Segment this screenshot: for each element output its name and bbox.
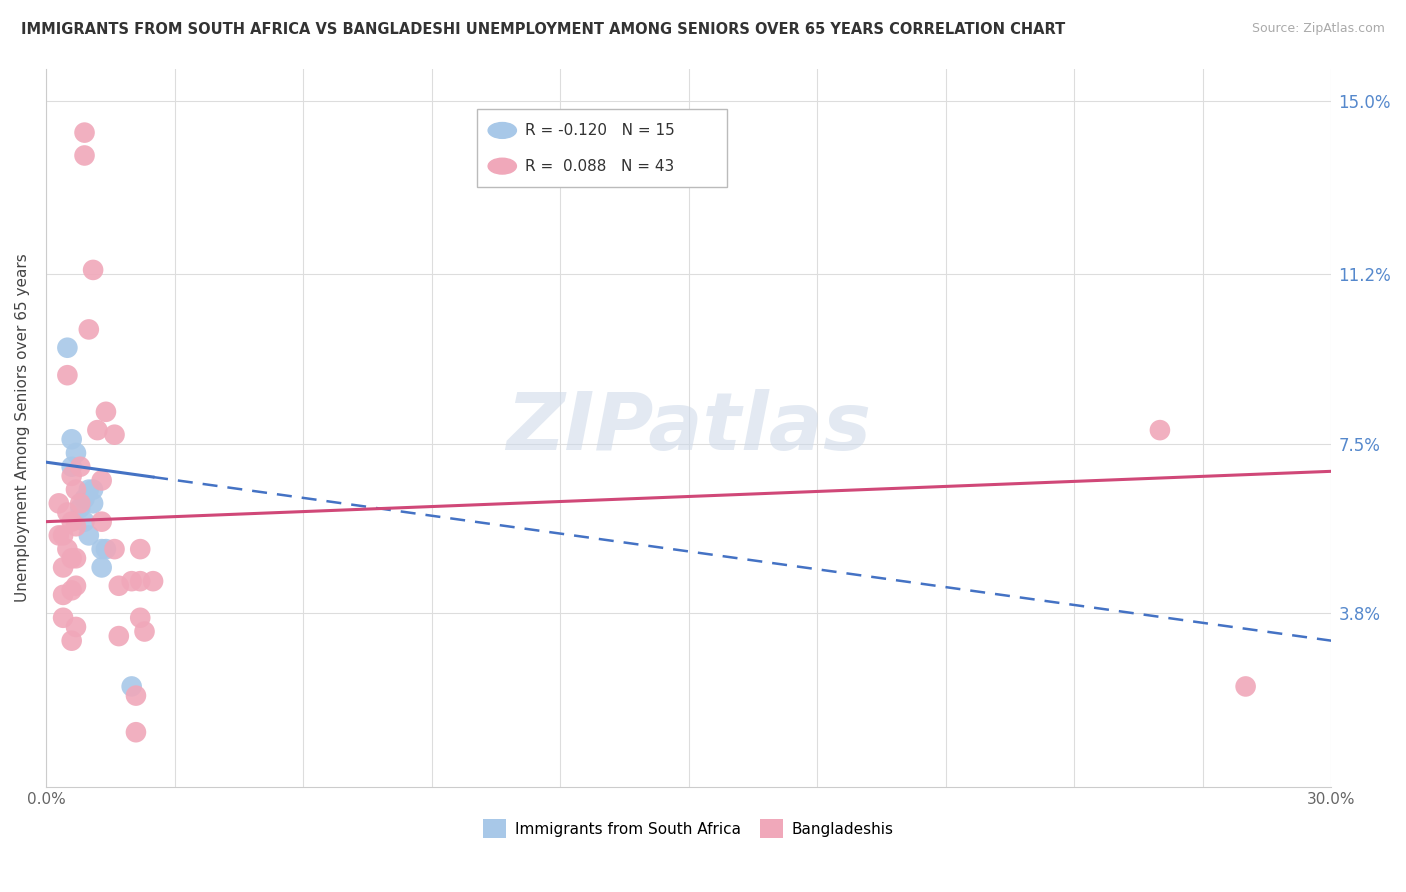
- Y-axis label: Unemployment Among Seniors over 65 years: Unemployment Among Seniors over 65 years: [15, 253, 30, 602]
- Point: [73, 148, 96, 162]
- Point: [65, 551, 87, 566]
- Point: [65, 483, 87, 497]
- Point: [65, 446, 87, 460]
- Point: [65, 620, 87, 634]
- Point: [108, 579, 131, 593]
- Point: [90, 515, 112, 529]
- Point: [94, 405, 117, 419]
- Text: ZIPatlas: ZIPatlas: [506, 389, 872, 467]
- Point: [60, 583, 83, 598]
- Text: IMMIGRANTS FROM SOUTH AFRICA VS BANGLADESHI UNEMPLOYMENT AMONG SENIORS OVER 65 Y: IMMIGRANTS FROM SOUTH AFRICA VS BANGLADE…: [21, 22, 1066, 37]
- Point: [94, 542, 117, 557]
- Point: [129, 542, 152, 557]
- Point: [60, 551, 83, 566]
- Point: [121, 574, 143, 589]
- Point: [56, 368, 79, 383]
- Point: [77, 528, 100, 542]
- Point: [125, 689, 148, 703]
- FancyBboxPatch shape: [477, 110, 727, 187]
- Point: [125, 725, 148, 739]
- Point: [77, 322, 100, 336]
- Point: [65, 579, 87, 593]
- Point: [82, 483, 104, 497]
- Point: [90, 542, 112, 557]
- Point: [60, 469, 83, 483]
- Legend: Immigrants from South Africa, Bangladeshis: Immigrants from South Africa, Bangladesh…: [477, 814, 900, 844]
- Point: [56, 506, 79, 520]
- Point: [108, 629, 131, 643]
- Point: [69, 500, 91, 515]
- Point: [121, 680, 143, 694]
- Point: [1149, 423, 1171, 437]
- Circle shape: [488, 122, 516, 138]
- Point: [134, 624, 156, 639]
- Point: [82, 496, 104, 510]
- Text: R =  0.088   N = 43: R = 0.088 N = 43: [526, 159, 675, 174]
- Point: [52, 611, 75, 625]
- Point: [103, 427, 125, 442]
- Point: [60, 459, 83, 474]
- Point: [60, 432, 83, 446]
- Point: [82, 263, 104, 277]
- Point: [52, 588, 75, 602]
- Point: [129, 574, 152, 589]
- Text: Source: ZipAtlas.com: Source: ZipAtlas.com: [1251, 22, 1385, 36]
- Point: [52, 560, 75, 574]
- Point: [69, 496, 91, 510]
- Point: [60, 633, 83, 648]
- Point: [48, 528, 70, 542]
- Point: [73, 491, 96, 506]
- Point: [56, 341, 79, 355]
- Point: [103, 542, 125, 557]
- Point: [73, 515, 96, 529]
- Point: [77, 483, 100, 497]
- Point: [1234, 680, 1257, 694]
- Point: [142, 574, 165, 589]
- Point: [60, 515, 83, 529]
- Point: [52, 528, 75, 542]
- Point: [129, 611, 152, 625]
- Point: [65, 519, 87, 533]
- Point: [90, 474, 112, 488]
- Point: [86, 423, 108, 437]
- Point: [90, 560, 112, 574]
- Point: [48, 496, 70, 510]
- Point: [56, 542, 79, 557]
- Text: R = -0.120   N = 15: R = -0.120 N = 15: [526, 123, 675, 138]
- Point: [69, 459, 91, 474]
- Point: [73, 126, 96, 140]
- Circle shape: [488, 158, 516, 174]
